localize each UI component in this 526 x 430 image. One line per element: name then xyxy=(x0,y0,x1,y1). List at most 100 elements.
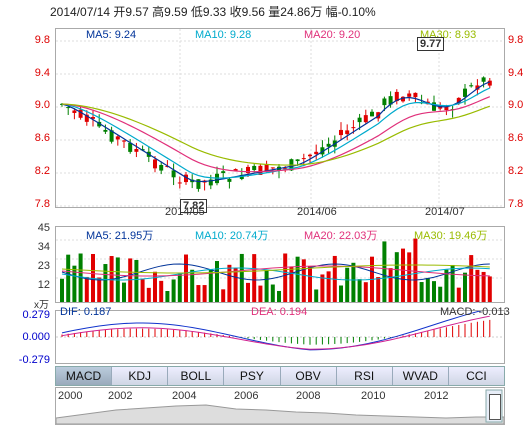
volume-bar xyxy=(314,289,319,302)
volume-bar xyxy=(308,266,312,302)
candle-body xyxy=(487,80,492,86)
tab-psy[interactable]: PSY xyxy=(224,367,281,385)
vol-ma5-legend: MA5: 21.95万 xyxy=(86,230,154,242)
volume-bar xyxy=(450,264,455,302)
volume-bar xyxy=(270,284,275,302)
candle-body xyxy=(122,140,126,142)
candle-body xyxy=(432,102,436,111)
dif-legend: DIF: 0.187 xyxy=(60,306,112,318)
tab-obv[interactable]: OBV xyxy=(281,367,337,385)
candle-body xyxy=(78,109,83,118)
change-value: -0.10% xyxy=(337,5,376,19)
candle-body xyxy=(66,107,71,109)
volume-bar xyxy=(60,278,64,302)
volume-bar xyxy=(382,241,387,302)
volume-bar xyxy=(97,277,102,302)
candle-body xyxy=(339,129,343,136)
close-value: 9.56 xyxy=(241,5,265,19)
macd-tick: 0.279 xyxy=(22,309,50,321)
candle-body xyxy=(196,179,201,189)
volume-bar xyxy=(456,287,461,302)
timeline-navigator[interactable]: 2000 2002 2004 2006 2008 2010 2012 xyxy=(55,387,505,425)
price-tick-left: 9.4 xyxy=(34,67,50,79)
volume-bar xyxy=(252,254,257,302)
volume-bar xyxy=(215,261,219,302)
volume-bar xyxy=(295,256,300,302)
volume-bar xyxy=(326,271,331,302)
candle-body xyxy=(283,168,288,170)
candle-body xyxy=(84,114,89,122)
tab-macd[interactable]: MACD xyxy=(56,367,113,385)
vol-ma10-legend: MA10: 20.74万 xyxy=(195,230,269,242)
macd-chart-panel[interactable]: DIF: 0.187 DEA: 0.194 MACD: -0.013 xyxy=(55,306,510,364)
price-tick-left: 9.8 xyxy=(34,34,50,46)
volume-bar xyxy=(134,259,139,302)
volume-bar xyxy=(363,282,368,302)
candle-body xyxy=(264,163,269,172)
price-tick-left: 9.0 xyxy=(34,99,50,111)
tab-kdj[interactable]: KDJ xyxy=(112,367,169,385)
tab-wvad[interactable]: WVAD xyxy=(393,367,449,385)
ma20-line xyxy=(61,96,491,173)
high-value: 9.59 xyxy=(164,5,188,19)
volume-bar xyxy=(394,252,399,302)
volume-bar xyxy=(388,268,393,302)
vol-unit-label: x万 xyxy=(34,300,49,311)
price-tick-left: 8.6 xyxy=(34,132,50,144)
volume-bar xyxy=(487,276,492,302)
volume-bar xyxy=(283,253,288,302)
macd-tick: 0.000 xyxy=(22,331,50,343)
candle-body xyxy=(270,167,275,169)
price-tick-left: 8.2 xyxy=(34,165,50,177)
candle-body xyxy=(134,149,139,152)
volume-bar xyxy=(339,285,343,302)
candle-body xyxy=(456,97,461,104)
candle-body xyxy=(128,142,133,152)
tab-cci[interactable]: CCI xyxy=(466,369,487,383)
volume-bar xyxy=(438,286,443,302)
volume-bar xyxy=(320,274,325,302)
tab-rsi[interactable]: RSI xyxy=(337,367,393,385)
volume-bar xyxy=(425,277,430,302)
candle-body xyxy=(308,154,312,157)
dea-legend: DEA: 0.194 xyxy=(251,306,308,318)
candle-body xyxy=(115,136,120,140)
candle-body xyxy=(153,159,157,169)
price-chart-svg xyxy=(56,29,504,207)
vol-ma20-legend: MA20: 22.03万 xyxy=(304,230,378,242)
volume-label: 量 xyxy=(268,5,281,19)
timeline-year: 2010 xyxy=(361,390,386,402)
vol-ma30-legend: MA30: 19.46万 xyxy=(414,230,488,242)
max-price-label: 9.77 xyxy=(417,37,445,51)
candle-body xyxy=(401,96,405,102)
volume-bar xyxy=(289,266,294,302)
volume-bar xyxy=(407,252,412,302)
price-chart-panel[interactable]: MA5: 9.24 MA10: 9.28 MA20: 9.20 MA30: 8.… xyxy=(55,28,505,213)
volume-bar xyxy=(258,285,263,302)
candle-body xyxy=(171,170,176,178)
volume-bar xyxy=(419,282,424,302)
timeline-year: 2006 xyxy=(234,390,259,402)
open-value: 9.57 xyxy=(125,5,149,19)
volume-bar xyxy=(463,272,467,302)
candle-body xyxy=(407,93,412,97)
volume-bar xyxy=(190,269,195,302)
volume-chart-panel[interactable]: MA5: 21.95万 MA10: 20.74万 MA20: 22.03万 MA… xyxy=(55,226,505,303)
tab-boll[interactable]: BOLL xyxy=(168,367,225,385)
volume-bar xyxy=(202,285,207,302)
vol-tick: 45 xyxy=(37,222,50,234)
candle-body xyxy=(258,165,263,175)
volume-bar xyxy=(208,269,213,302)
timeline-year: 2008 xyxy=(296,390,321,402)
volume-bar xyxy=(475,269,480,302)
volume-bar xyxy=(351,262,356,302)
candle-body xyxy=(394,91,399,102)
volume-bar xyxy=(122,282,126,302)
timeline-year: 2002 xyxy=(108,390,133,402)
volume-bar xyxy=(481,271,486,302)
low-value: 9.33 xyxy=(202,5,227,19)
price-tick-right: 7.8 xyxy=(508,198,524,210)
candle-body xyxy=(413,92,418,98)
range-handle[interactable] xyxy=(489,394,501,420)
candle-body xyxy=(475,85,480,90)
